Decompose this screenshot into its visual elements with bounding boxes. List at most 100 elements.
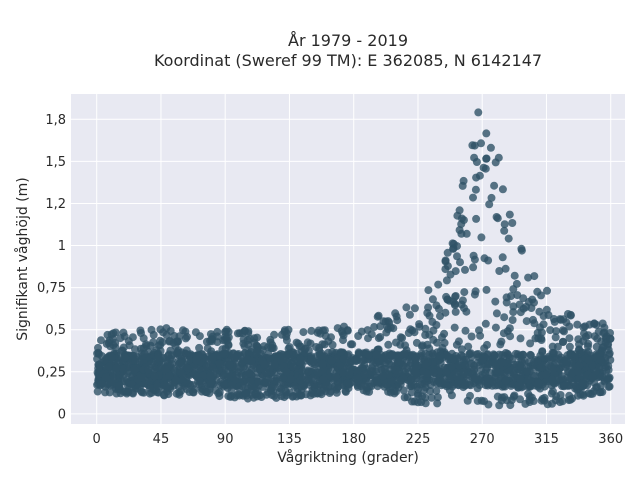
data-point: [297, 382, 306, 391]
data-point: [429, 368, 438, 377]
data-point: [331, 373, 340, 381]
data-point: [391, 309, 400, 318]
data-point: [518, 350, 527, 359]
data-point: [468, 141, 477, 150]
data-point: [530, 272, 539, 281]
data-point: [516, 395, 524, 404]
data-point: [579, 323, 588, 332]
data-point: [395, 367, 404, 376]
data-point: [206, 372, 215, 381]
data-point: [423, 340, 432, 349]
data-point: [381, 364, 389, 373]
data-point: [183, 332, 191, 341]
data-point: [602, 366, 611, 375]
data-point: [469, 193, 477, 202]
data-point: [495, 267, 504, 275]
data-point: [120, 353, 129, 362]
data-point: [436, 312, 444, 321]
data-point: [465, 350, 474, 359]
data-point: [512, 279, 521, 288]
data-point: [604, 374, 613, 382]
data-point: [606, 334, 615, 343]
data-point: [481, 319, 490, 328]
data-point: [275, 372, 284, 381]
data-point: [245, 335, 254, 343]
data-point: [392, 338, 400, 347]
data-point: [549, 365, 557, 374]
data-point: [328, 340, 337, 349]
data-point: [516, 375, 524, 384]
data-point: [470, 255, 479, 264]
y-tick-label: 0,75: [37, 281, 66, 296]
data-point: [472, 173, 481, 182]
data-point: [500, 220, 509, 229]
data-point: [260, 360, 269, 369]
data-point: [195, 343, 204, 352]
data-point: [496, 340, 505, 349]
data-point: [566, 395, 575, 404]
data-point: [411, 367, 420, 376]
data-point: [240, 326, 249, 335]
data-point: [147, 360, 156, 369]
data-point: [208, 363, 217, 372]
data-point: [491, 366, 500, 375]
data-point: [573, 320, 582, 329]
x-tick-label: 360: [598, 432, 623, 447]
data-point: [175, 358, 184, 367]
data-point: [284, 344, 293, 353]
data-point: [467, 332, 476, 341]
data-point: [509, 371, 518, 380]
data-point: [547, 389, 556, 398]
data-point: [373, 312, 382, 321]
data-point: [130, 366, 139, 374]
data-point: [384, 387, 393, 396]
data-point: [318, 359, 327, 368]
x-axis-ticks: 0 45 90 135 180 225 270 315 360: [93, 432, 624, 447]
y-tick-label: 0,25: [37, 365, 66, 380]
data-point: [410, 328, 419, 337]
data-point: [585, 320, 594, 329]
data-point: [241, 388, 250, 397]
data-point: [137, 373, 145, 382]
data-point: [442, 368, 451, 377]
data-point: [266, 338, 275, 347]
data-point: [398, 334, 407, 342]
data-point: [94, 364, 103, 373]
data-point: [433, 393, 442, 402]
data-point: [165, 336, 174, 345]
data-point: [336, 348, 345, 357]
data-point: [310, 383, 319, 392]
data-point: [598, 343, 607, 352]
data-point: [458, 181, 467, 190]
data-point: [298, 367, 307, 376]
data-point: [482, 154, 491, 163]
data-point: [337, 327, 346, 336]
data-point: [372, 350, 381, 359]
data-point: [370, 323, 379, 331]
data-point: [182, 363, 191, 372]
data-point: [436, 367, 445, 376]
data-point: [482, 285, 491, 294]
x-tick-label: 315: [534, 432, 559, 447]
data-point: [402, 303, 411, 312]
data-point: [385, 318, 394, 327]
data-point: [540, 382, 549, 391]
data-point: [583, 381, 592, 390]
data-point: [508, 316, 517, 324]
data-point: [498, 358, 507, 367]
data-point: [120, 332, 129, 341]
data-point: [282, 367, 291, 376]
data-point: [470, 374, 479, 383]
data-point: [548, 375, 556, 384]
data-point: [227, 381, 236, 390]
data-point: [195, 377, 204, 385]
x-tick-label: 270: [470, 432, 495, 447]
data-point: [460, 288, 469, 297]
data-point: [474, 108, 483, 117]
data-point: [472, 158, 481, 166]
data-point: [606, 329, 614, 337]
x-tick-label: 225: [406, 432, 431, 447]
data-point: [443, 248, 452, 257]
data-point: [107, 378, 116, 386]
data-point: [501, 264, 510, 273]
